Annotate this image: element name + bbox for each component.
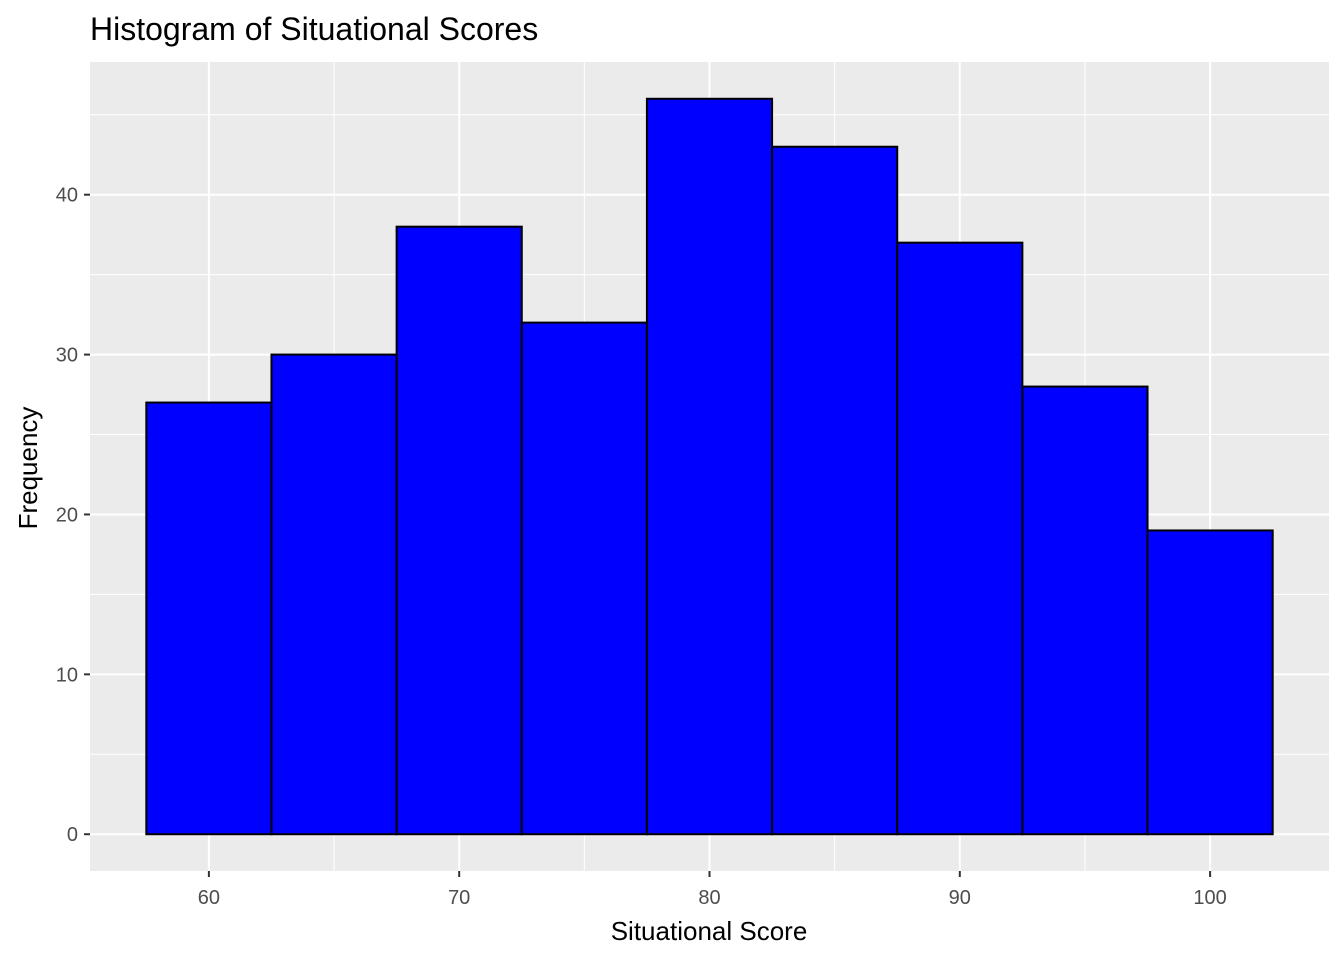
histogram-bar-8 xyxy=(1021,385,1149,836)
y-tick-label: 20 xyxy=(56,504,78,526)
x-tick-label: 70 xyxy=(448,887,470,909)
x-axis: 60 70 80 90 100 xyxy=(198,871,1227,909)
x-tick-label: 100 xyxy=(1193,887,1226,909)
histogram-bar-6 xyxy=(771,145,899,836)
histogram-bar-3 xyxy=(395,225,523,836)
y-tick-label: 40 xyxy=(56,185,78,207)
x-tick-label: 80 xyxy=(698,887,720,909)
y-tick-label: 30 xyxy=(56,345,78,367)
histogram-bars xyxy=(145,97,1274,836)
histogram-bar-5 xyxy=(645,97,774,836)
histogram-bar-1 xyxy=(145,401,273,836)
y-axis: 0 10 20 30 40 xyxy=(56,185,90,846)
histogram-bar-9 xyxy=(1146,529,1274,836)
x-tick-label: 90 xyxy=(949,887,971,909)
x-tick-label: 60 xyxy=(198,887,220,909)
histogram-bar-7 xyxy=(896,241,1024,836)
y-tick-label: 10 xyxy=(56,664,78,686)
x-axis-title: Situational Score xyxy=(611,916,808,946)
y-tick-label: 0 xyxy=(67,824,78,846)
histogram-bar-4 xyxy=(520,321,648,836)
chart-title: Histogram of Situational Scores xyxy=(90,11,538,47)
histogram-bar-2 xyxy=(270,353,398,836)
y-axis-title: Frequency xyxy=(13,407,43,530)
